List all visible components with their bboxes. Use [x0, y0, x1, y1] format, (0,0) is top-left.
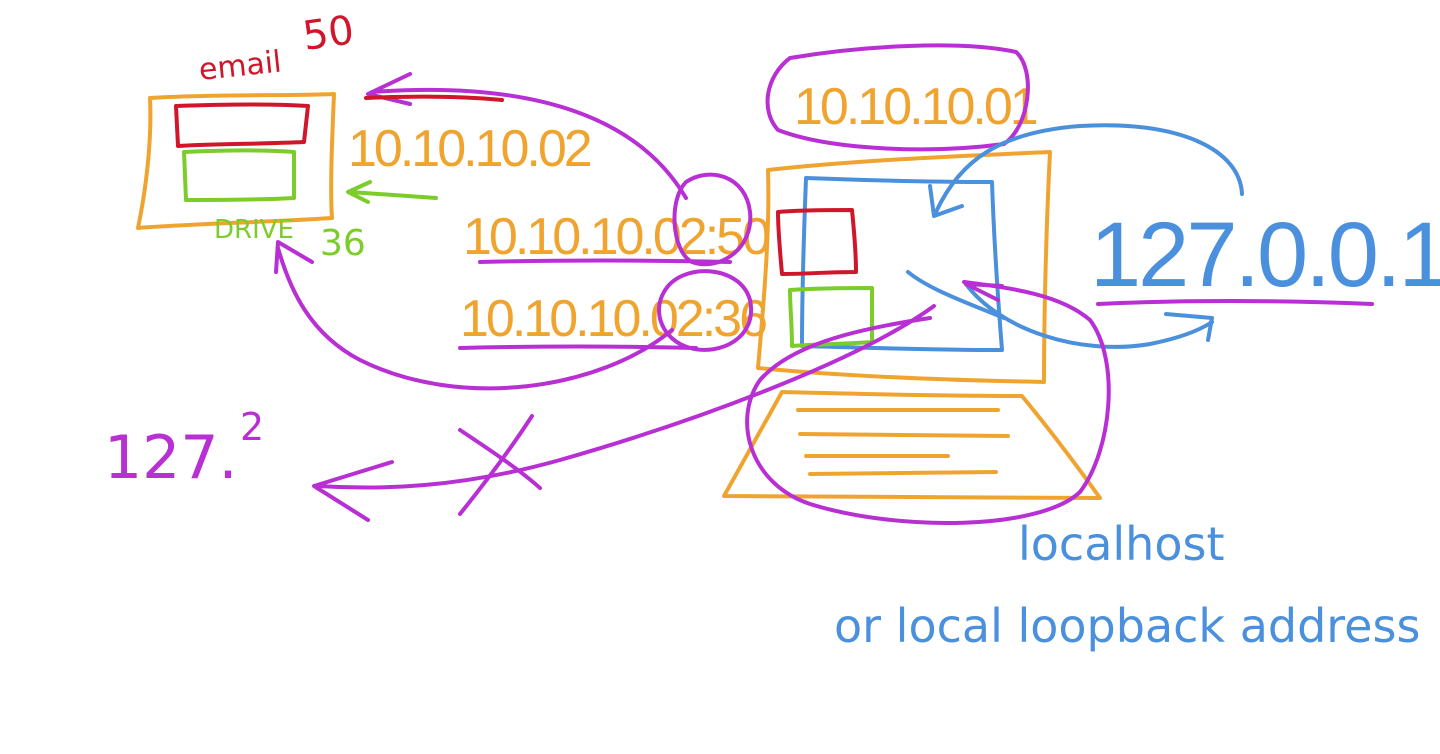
keyboard-line-4 — [808, 470, 998, 476]
loopback-arrow-inner — [906, 270, 1006, 320]
loopback-arrow-top-head — [928, 184, 964, 218]
drive-label: DRIVE — [214, 215, 294, 245]
loopback-short-label: 127. — [104, 423, 238, 493]
email-service-box — [174, 102, 310, 148]
loopback-caption: or local loopback address — [834, 599, 1420, 653]
local-computer — [722, 150, 1102, 500]
arrow-red-to-email — [364, 94, 504, 102]
screen-area — [800, 176, 1004, 352]
socket-address-50: 10.10.10.02:50 — [463, 208, 769, 266]
local-ip-label: 10.10.10.01 — [794, 78, 1037, 136]
loopback-purple-head — [964, 282, 1004, 302]
arrow-port50-head — [366, 72, 412, 106]
port-50-circle — [672, 172, 753, 267]
localhost-label: localhost — [1018, 517, 1224, 571]
arrow-port50-to-email — [370, 87, 688, 200]
loopback-purple-loop — [745, 280, 1111, 526]
keyboard-line-2 — [798, 432, 1010, 438]
email-label: email — [197, 44, 283, 87]
drive-port-label: 36 — [320, 223, 366, 264]
keyboard-base — [722, 390, 1102, 500]
arrow-port36-to-drive — [276, 246, 674, 391]
monitor-frame — [756, 150, 1052, 384]
arrow-to-127-head — [312, 460, 394, 522]
arrow-to-127-rejected — [316, 304, 936, 490]
arrow-green-head — [346, 180, 372, 204]
email-port-label: 50 — [300, 7, 357, 60]
socket-address-36: 10.10.10.02:36 — [460, 290, 766, 348]
underline-socket-36 — [458, 344, 698, 350]
loopback-arrow-bottom — [964, 282, 1214, 349]
remote-server: email 50 DRIVE 36 — [136, 7, 366, 264]
arrow-port36-head — [274, 240, 314, 274]
arrow-green-to-drive — [348, 190, 438, 200]
loopback-arrow-bottom-head — [1164, 312, 1214, 342]
loopback-ip-underline — [1096, 299, 1374, 306]
port-36-circle — [657, 269, 754, 352]
loopback-arrow-top — [934, 123, 1244, 214]
loopback-ip-label: 127.0.0.1 — [1090, 204, 1440, 306]
remote-server-box — [136, 92, 336, 230]
remote-ip-label: 10.10.10.02 — [348, 120, 591, 178]
drive-service-box — [182, 148, 296, 202]
local-email-box — [776, 208, 858, 276]
loopback-superscript-label: 2 — [240, 405, 264, 449]
cross-mark-line-2 — [458, 414, 534, 516]
